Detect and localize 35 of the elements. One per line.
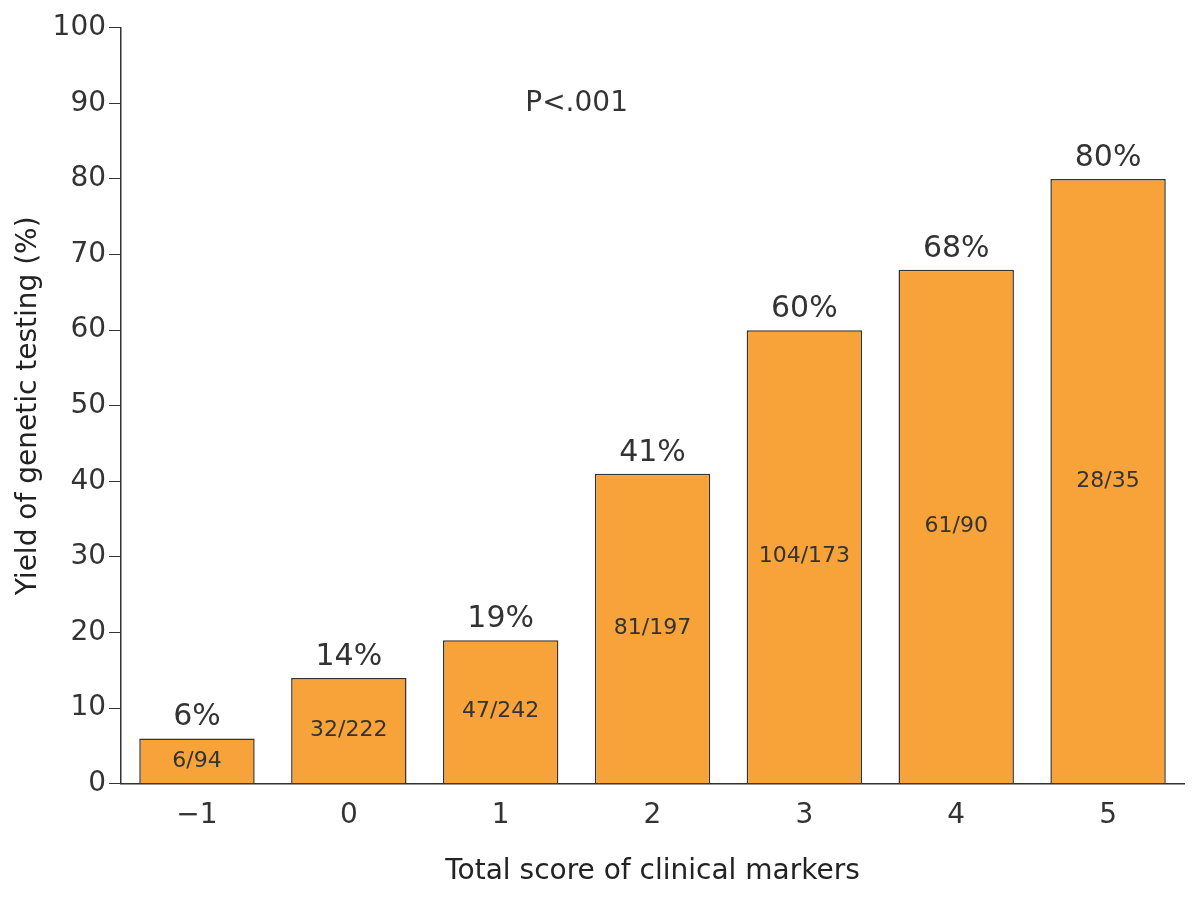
y-tick-label: 30 bbox=[70, 538, 107, 572]
x-tick-label: 4 bbox=[947, 796, 966, 830]
x-tick-label: 3 bbox=[795, 796, 814, 830]
data-label: 19% bbox=[467, 598, 535, 634]
x-axis-title: Total score of clinical markers bbox=[444, 853, 860, 887]
annotation: 104/173 bbox=[758, 542, 851, 568]
annotation: 32/222 bbox=[310, 716, 388, 742]
data-label: 6% bbox=[173, 697, 221, 733]
y-tick-label: 20 bbox=[70, 613, 107, 647]
y-tick-label: 40 bbox=[70, 462, 107, 496]
y-tick-label: 100 bbox=[52, 9, 107, 43]
annotation: 61/90 bbox=[924, 512, 988, 538]
annotation: 81/197 bbox=[613, 614, 692, 640]
annotation: 47/242 bbox=[461, 697, 540, 723]
x-tick-label: 1 bbox=[491, 796, 510, 830]
data-label: 14% bbox=[315, 636, 383, 672]
x-tick-label: −1 bbox=[176, 796, 218, 830]
y-tick-label: 10 bbox=[70, 689, 107, 723]
y-tick-label: 60 bbox=[70, 311, 107, 345]
y-axis-title: Yield of genetic testing (%) bbox=[10, 216, 44, 597]
annotation: 6/94 bbox=[172, 746, 222, 772]
data-label: 80% bbox=[1074, 137, 1142, 173]
y-tick-label: 90 bbox=[70, 84, 107, 118]
x-tick-label: 2 bbox=[643, 796, 662, 830]
annotation: P<.001 bbox=[525, 84, 628, 118]
data-label: 68% bbox=[922, 228, 990, 264]
x-tick-label: 5 bbox=[1099, 796, 1117, 830]
data-label: 60% bbox=[771, 289, 838, 324]
y-tick-label: 0 bbox=[88, 765, 107, 799]
annotation: 28/35 bbox=[1076, 466, 1140, 492]
y-tick-label: 70 bbox=[70, 235, 107, 269]
y-tick-label: 50 bbox=[70, 387, 107, 421]
data-label: 41% bbox=[619, 432, 686, 468]
x-tick-label: 0 bbox=[339, 796, 358, 830]
y-tick-label: 80 bbox=[70, 160, 107, 194]
